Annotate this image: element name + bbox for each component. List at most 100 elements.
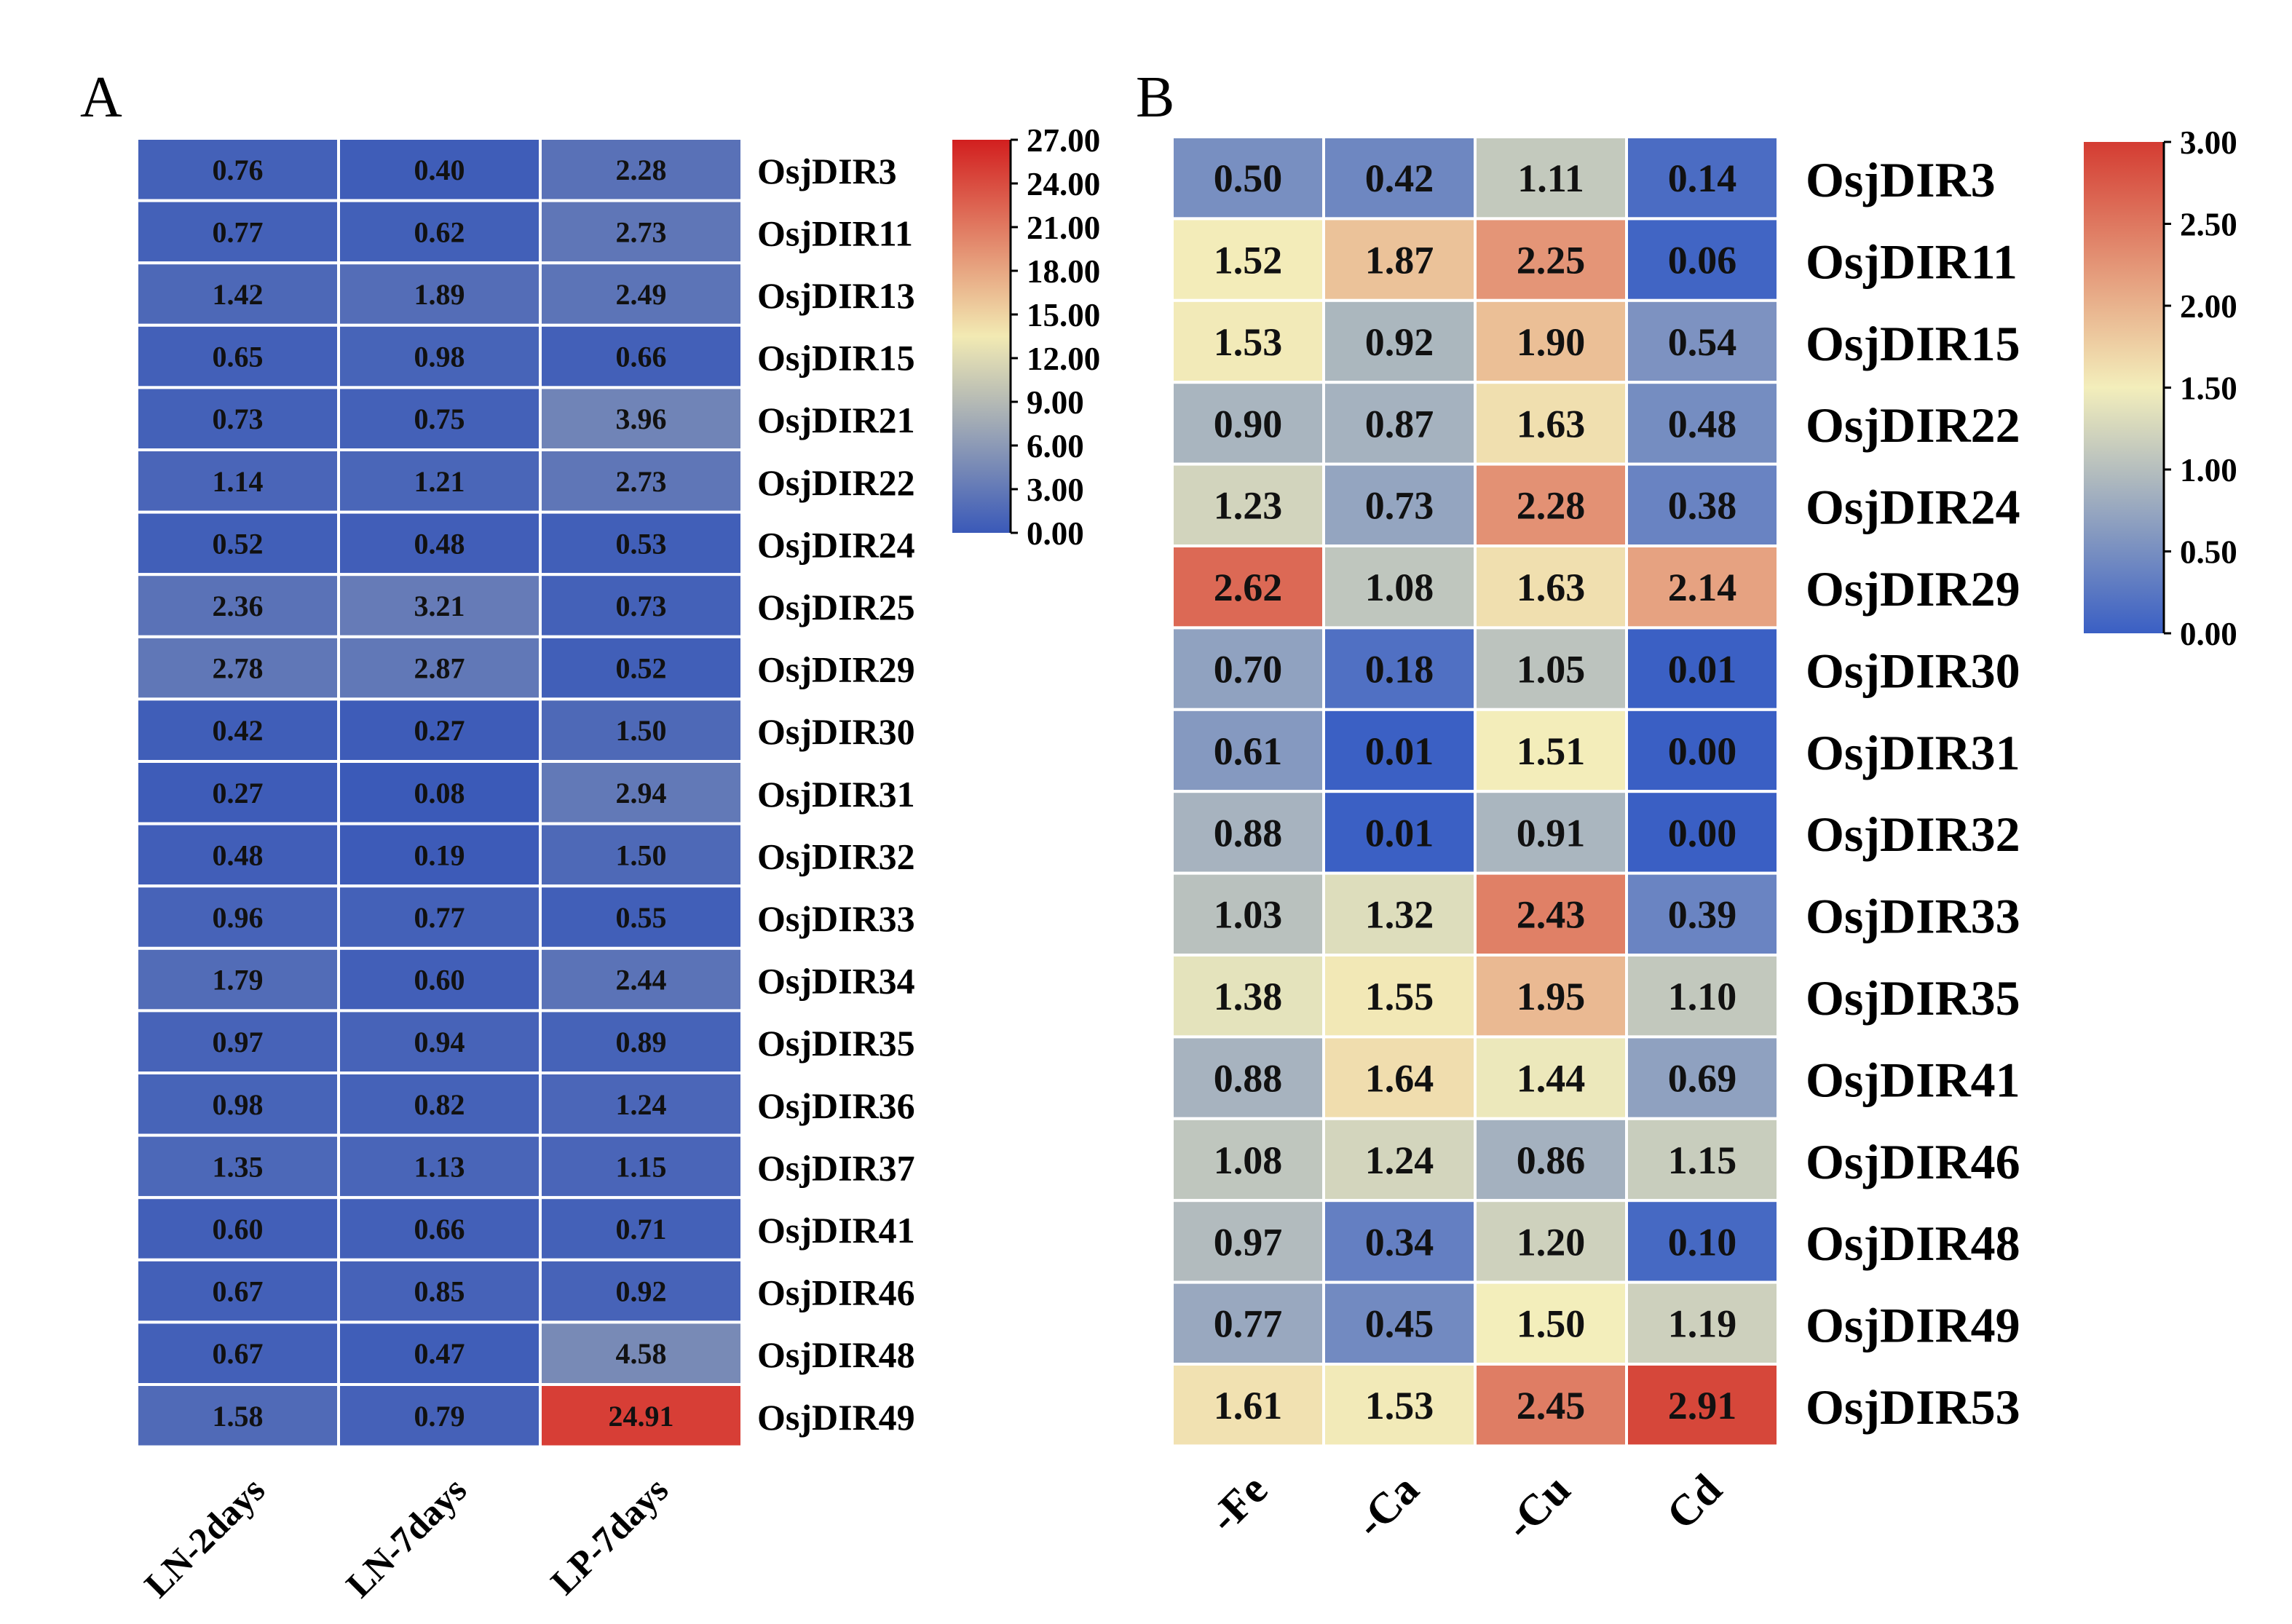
cell-value-label: 0.73 [616,590,667,622]
cell-value-label: 0.53 [616,527,667,560]
colorbar: 3.00 2.50 2.00 1.50 1.00 0.50 0.00 [2084,124,2237,652]
cell-value-label: 0.73 [213,403,264,435]
heatmap-cell [337,448,542,514]
heatmap-cell [1322,381,1477,466]
cell-value-label: 2.62 [1214,566,1283,609]
cell-value-label: 0.77 [1214,1302,1283,1346]
row-label: OsjDIR25 [757,587,915,627]
cell-value-label: 0.89 [616,1026,667,1058]
cell-value-label: 1.19 [1668,1302,1737,1346]
heatmap-cell [1171,626,1325,711]
cell-value-label: 0.54 [1668,320,1737,364]
heatmap-cell [539,635,743,701]
cell-value-label: 1.08 [1214,1138,1283,1182]
heatmap-cell [1322,135,1477,221]
cell-value-label: 1.89 [414,278,465,311]
row-label: OsjDIR11 [757,213,913,253]
cell-value-label: 0.79 [414,1400,465,1433]
cell-value-label: 0.69 [1668,1057,1737,1101]
cell-value-label: 1.10 [1668,975,1737,1018]
heatmap-cell [1625,1280,1779,1366]
heatmap-cell [1474,217,1628,302]
heatmap-cell [1171,708,1325,793]
colorbar-tick-label: 0.50 [2180,534,2237,570]
cell-value-label: 0.19 [414,839,465,871]
heatmap-cell [135,1383,340,1449]
cell-value-label: 1.23 [1214,484,1283,528]
panel-label: A [80,66,122,130]
cell-value-label: 2.43 [1517,893,1586,937]
cell-value-label: 1.53 [1214,320,1283,364]
cell-value-label: 0.27 [213,777,264,809]
row-label: OsjDIR29 [757,649,915,690]
row-label: OsjDIR35 [757,1023,915,1063]
row-label: OsjDIR49 [757,1397,915,1438]
heatmap-cell [1322,1280,1477,1366]
cell-value-label: 1.05 [1517,648,1586,692]
colorbar-tick-label: 15.00 [1027,297,1100,333]
heatmap-cell [1625,626,1779,711]
cell-value-label: 1.44 [1517,1057,1586,1101]
cell-value-label: 0.71 [616,1213,667,1245]
panel-label: B [1136,66,1174,130]
cell-value-label: 2.49 [616,278,667,311]
heatmap-cell [1171,1280,1325,1366]
row-label: OsjDIR22 [757,462,915,503]
colorbar-tick-label: 0.00 [2180,616,2237,652]
row-label: OsjDIR41 [757,1210,915,1251]
cell-value-label: 0.18 [1365,648,1434,692]
cell-value-label: 1.87 [1365,239,1434,282]
cell-value-label: 0.01 [1365,729,1434,773]
row-label: OsjDIR46 [1806,1134,2020,1189]
heatmap-cell [1625,544,1779,630]
panel-b: B 0.50 0.42 1.11 0.14 1.52 1.87 2.25 0.06 1.53 0.9… [1136,66,2237,1549]
cell-value-label: 1.50 [616,714,667,747]
cell-value-label: 1.32 [1365,893,1434,937]
row-label: OsjDIR31 [1806,725,2020,780]
row-label: OsjDIR21 [757,400,915,440]
cell-value-label: 1.15 [616,1150,667,1183]
heatmap-cell [135,1072,340,1137]
row-label: OsjDIR31 [757,774,915,815]
heatmap-cell [1171,544,1325,630]
row-label: OsjDIR3 [1806,152,1996,207]
panel-a: A 0.76 0.40 2.28 0.77 0.62 2.73 1.42 1.89 2.49 0.6… [80,66,1100,1605]
cell-value-label: 0.52 [213,527,264,560]
row-label: OsjDIR30 [1806,643,2020,698]
cell-value-label: 2.91 [1668,1384,1737,1427]
cell-value-label: 0.52 [616,652,667,685]
colorbar-tick-label: 21.00 [1027,210,1100,246]
heatmap-cell [1625,1199,1779,1284]
cell-value-label: 1.21 [414,465,465,498]
cell-value-label: 0.50 [1214,157,1283,200]
heatmap-cell [135,760,340,825]
cell-value-label: 1.61 [1214,1384,1283,1427]
cell-value-label: 0.87 [1365,402,1434,445]
cell-value-label: 0.67 [213,1337,264,1370]
cell-value-label: 0.06 [1668,239,1737,282]
cell-value-label: 0.14 [1668,157,1737,200]
cell-value-label: 0.48 [213,839,264,871]
colorbar-tick-label: 0.00 [1027,515,1084,552]
row-label: OsjDIR46 [757,1272,915,1313]
heatmap-cell [1625,1363,1779,1448]
row-label: OsjDIR32 [757,836,915,876]
cell-value-label: 0.66 [414,1213,465,1245]
column-label: -Fe [1200,1465,1277,1542]
cell-value-label: 3.96 [616,403,667,435]
cell-value-label: 0.42 [1365,157,1434,200]
colorbar-tick-label: 24.00 [1027,166,1100,202]
row-label: OsjDIR32 [1806,807,2020,862]
heatmap-cell [337,573,542,638]
cell-value-label: 0.55 [616,901,667,934]
row-label: OsjDIR22 [1806,397,2020,453]
row-label: OsjDIR33 [757,898,915,939]
heatmap-cell [539,760,743,825]
cell-value-label: 0.00 [1668,811,1737,855]
heatmap-cell [135,1258,340,1324]
colorbar-tick-label: 6.00 [1027,428,1084,464]
cell-value-label: 0.45 [1365,1302,1434,1346]
cell-value-label: 24.91 [609,1400,674,1433]
cell-value-label: 2.44 [616,964,667,997]
